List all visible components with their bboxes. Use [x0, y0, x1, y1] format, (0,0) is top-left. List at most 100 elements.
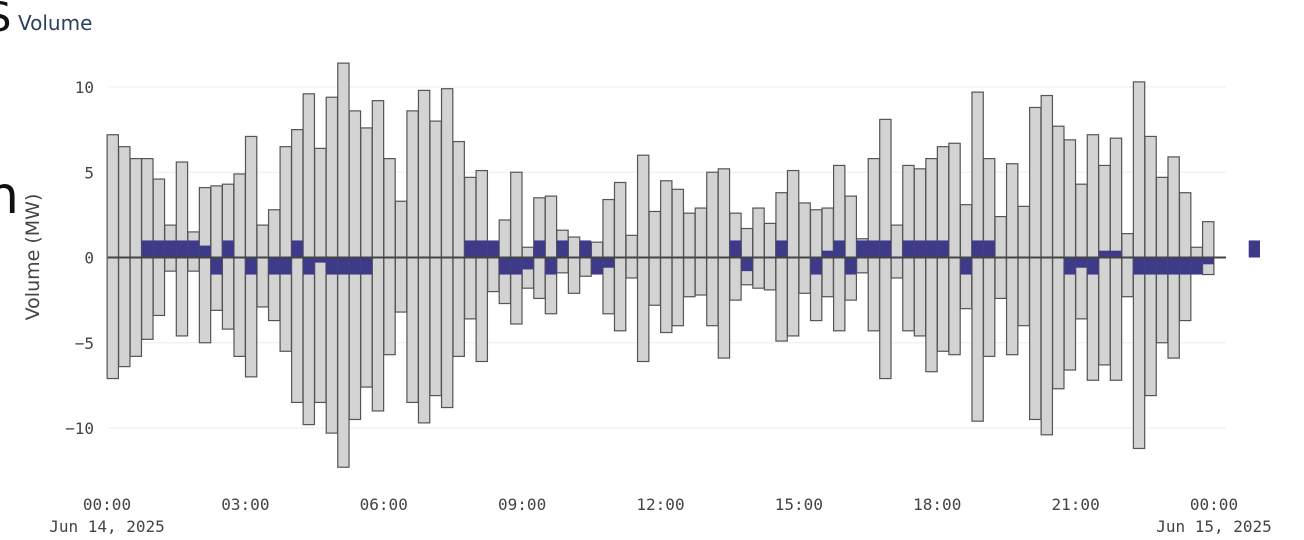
downward-bar [1052, 256, 1065, 390]
upward-bar [1017, 205, 1030, 259]
downward-bar [371, 256, 385, 412]
downward-bar [487, 256, 500, 293]
net-bar [464, 240, 476, 258]
net-bar [971, 240, 984, 258]
downward-bar [648, 256, 661, 306]
upward-bar [106, 134, 120, 259]
net-bar [210, 257, 223, 275]
downward-bar [1005, 256, 1019, 356]
upward-bar [971, 91, 984, 259]
upward-bar [648, 210, 661, 259]
downward-bar [152, 256, 166, 317]
downward-bar [579, 256, 592, 277]
downward-bar [660, 256, 673, 334]
upward-bar [267, 209, 281, 259]
net-bar [1179, 257, 1191, 275]
upward-bar [129, 158, 143, 259]
x-tick-date-label: Jun 15, 2025 [1156, 517, 1272, 536]
x-tick-label: 15:00 [775, 495, 823, 514]
net-bar [1133, 257, 1145, 275]
upward-bar [1201, 221, 1215, 259]
net-bar [925, 240, 938, 258]
net-bar [349, 257, 361, 275]
downward-bars [106, 256, 1215, 468]
downward-bar [729, 256, 742, 301]
x-tick-label: 06:00 [360, 495, 408, 514]
net-bar [914, 240, 926, 258]
downward-bar [164, 256, 177, 272]
downward-bar [763, 256, 777, 291]
upward-bar [717, 168, 731, 259]
upward-bar [279, 146, 292, 259]
downward-bar [406, 256, 419, 404]
upward-bar [660, 180, 673, 259]
upward-bar [879, 118, 892, 259]
upward-bar [625, 234, 638, 259]
net-bar [960, 257, 972, 275]
net-bar [280, 257, 292, 275]
net-bar [1098, 250, 1111, 258]
net-bar [176, 240, 188, 258]
net-bar [314, 257, 326, 263]
downward-bar [187, 256, 200, 272]
upward-bar [1029, 106, 1042, 259]
chart-title: Volume [18, 11, 93, 35]
downward-bar [475, 256, 489, 363]
downward-bar [394, 256, 408, 313]
downward-bar [383, 256, 396, 356]
downward-bar [141, 256, 154, 340]
upward-bar [809, 209, 823, 259]
upward-bar [786, 169, 800, 259]
downward-bar [936, 256, 950, 352]
downward-bar [1029, 256, 1042, 421]
downward-bar [291, 256, 304, 404]
net-bar [1087, 257, 1099, 275]
upward-bar [613, 181, 627, 259]
net-bar [222, 240, 234, 258]
downward-bar [625, 256, 638, 279]
upward-bar [440, 88, 454, 259]
downward-bar [971, 256, 984, 422]
upward-bar [1178, 192, 1192, 259]
downward-bar [129, 256, 143, 357]
upward-bar [348, 110, 362, 259]
upward-bar [118, 146, 131, 259]
x-axis-ticks: 00:00 Jun 14, 2025 03:00 06:00 09:00 12:00 15:… [49, 495, 1272, 536]
downward-bar [556, 256, 569, 274]
downward-bar [798, 256, 811, 294]
net-bar [1202, 257, 1214, 265]
x-tick-label: 12:00 [636, 495, 684, 514]
upward-bar [567, 236, 581, 259]
upward-bar [1063, 139, 1077, 259]
upward-bar [683, 212, 696, 259]
net-bar [556, 240, 569, 258]
upward-bar [233, 173, 246, 259]
net-bar [476, 240, 488, 258]
upward-bar [740, 227, 754, 259]
clipped-title-glyph: S [0, 0, 11, 38]
downward-bar [302, 256, 316, 426]
downward-bar [890, 256, 904, 279]
downward-bar [314, 256, 327, 404]
upward-bar [1190, 246, 1203, 259]
upward-bar [706, 171, 719, 259]
net-bar [1110, 250, 1122, 258]
upward-bar [636, 154, 650, 259]
net-bar [729, 240, 742, 258]
downward-bar [429, 256, 442, 397]
upward-bar [671, 188, 685, 259]
downward-bar [613, 256, 627, 332]
upward-bar [383, 158, 396, 259]
downward-bar [994, 256, 1007, 300]
upward-bar [1121, 233, 1134, 259]
downward-bar [463, 256, 477, 320]
net-bar [187, 240, 200, 258]
upward-bar [1144, 135, 1157, 259]
downward-bar [1017, 256, 1030, 327]
upward-bar [798, 202, 811, 259]
x-tick-label: 18:00 [913, 495, 961, 514]
x-tick-label: 09:00 [498, 495, 546, 514]
net-bar [822, 250, 834, 258]
upward-bar [314, 147, 327, 259]
net-bar [1075, 257, 1088, 268]
